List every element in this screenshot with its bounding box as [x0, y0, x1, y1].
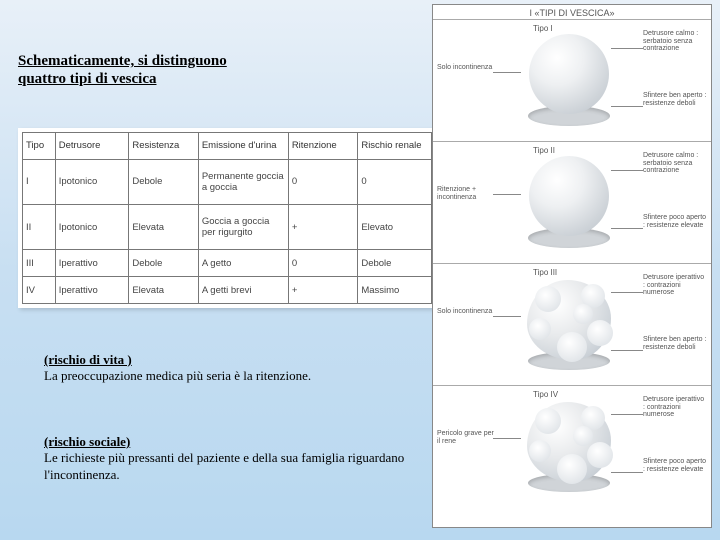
cell: III — [23, 250, 56, 277]
tipo-label: Tipo IV — [533, 390, 558, 399]
left-label: Ritenzione + incontinenza — [437, 186, 495, 201]
note1-body: La preoccupazione medica più seria è la … — [44, 368, 311, 383]
col-header: Emissione d'urina — [198, 133, 288, 160]
cell: Elevata — [129, 205, 199, 250]
cell: II — [23, 205, 56, 250]
cell: I — [23, 159, 56, 204]
right-top-label: Detrusore iperattivo : contrazioni numer… — [643, 396, 707, 419]
left-label: Solo incontinenza — [437, 64, 495, 72]
cell: 0 — [358, 159, 432, 204]
col-header: Tipo — [23, 133, 56, 160]
cell: Iperattivo — [55, 277, 129, 304]
col-header: Ritenzione — [288, 133, 358, 160]
cell: A getti brevi — [198, 277, 288, 304]
note2-head: (rischio sociale) — [44, 434, 130, 449]
cell: Elevata — [129, 277, 199, 304]
left-label: Solo incontinenza — [437, 308, 495, 316]
cell: Elevato — [358, 205, 432, 250]
tipo-label: Tipo III — [533, 268, 557, 277]
note2-body: Le richieste più pressanti del paziente … — [44, 450, 404, 481]
table-row: IIpotonicoDebolePermanente goccia a gocc… — [23, 159, 432, 204]
right-bot-label: Sfintere ben aperto : resistenze deboli — [643, 92, 707, 107]
cell: Debole — [129, 159, 199, 204]
cell: Iperattivo — [55, 250, 129, 277]
col-header: Detrusore — [55, 133, 129, 160]
cell: Goccia a goccia per rigurgito — [198, 205, 288, 250]
right-top-label: Detrusore calmo : serbatoio senza contra… — [643, 152, 707, 175]
cell: IV — [23, 277, 56, 304]
cell: Ipotonico — [55, 159, 129, 204]
note-life-risk: (rischio di vita ) La preoccupazione med… — [44, 352, 414, 385]
cell: 0 — [288, 159, 358, 204]
table-row: IVIperattivoElevataA getti brevi+Massimo — [23, 277, 432, 304]
panel-title: I «TIPI DI VESCICA» — [433, 5, 711, 19]
cell: + — [288, 205, 358, 250]
title-l2: quattro tipi di vescica — [18, 71, 156, 87]
bladder-cell: Tipo I Solo incontinenza Detrusore calmo :… — [433, 19, 711, 141]
cell: 0 — [288, 250, 358, 277]
col-header: Rischio renale — [358, 133, 432, 160]
title-l1: Schematicamente, si distinguono — [18, 53, 227, 69]
right-bot-label: Sfintere poco aperto : resistenze elevat… — [643, 214, 707, 229]
bladder-sphere — [529, 34, 609, 114]
left-label: Pericolo grave per il rene — [437, 430, 495, 445]
page-title: Schematicamente, si distinguono quattro … — [18, 52, 418, 88]
right-top-label: Detrusore calmo : serbatoio senza contra… — [643, 30, 707, 53]
cell: A getto — [198, 250, 288, 277]
bladder-cell: Tipo II Ritenzione + incontinenza Detrusor… — [433, 141, 711, 263]
table-row: IIIIperattivoDeboleA getto0Debole — [23, 250, 432, 277]
right-top-label: Detrusore iperattivo : contrazioni numer… — [643, 274, 707, 297]
note-social-risk: (rischio sociale) Le richieste più press… — [44, 434, 424, 483]
right-bot-label: Sfintere poco aperto : resistenze elevat… — [643, 458, 707, 473]
bladder-cell: Tipo IV Pericolo grave per il rene Detruso… — [433, 385, 711, 519]
tipo-label: Tipo II — [533, 146, 555, 155]
cell: Debole — [358, 250, 432, 277]
right-bot-label: Sfintere ben aperto : resistenze deboli — [643, 336, 707, 351]
bladder-sphere — [529, 156, 609, 236]
cell: Debole — [129, 250, 199, 277]
cell: Ipotonico — [55, 205, 129, 250]
cell: Permanente goccia a goccia — [198, 159, 288, 204]
bladder-cell: Tipo III Solo incontinenza Detrusore ipera… — [433, 263, 711, 385]
tipo-label: Tipo I — [533, 24, 553, 33]
types-table: TipoDetrusoreResistenzaEmissione d'urina… — [18, 128, 436, 308]
cell: + — [288, 277, 358, 304]
col-header: Resistenza — [129, 133, 199, 160]
cell: Massimo — [358, 277, 432, 304]
table-row: IIIpotonicoElevataGoccia a goccia per ri… — [23, 205, 432, 250]
bladder-types-panel: I «TIPI DI VESCICA» Tipo I Solo incontine… — [432, 4, 712, 528]
note1-head: (rischio di vita ) — [44, 352, 132, 367]
